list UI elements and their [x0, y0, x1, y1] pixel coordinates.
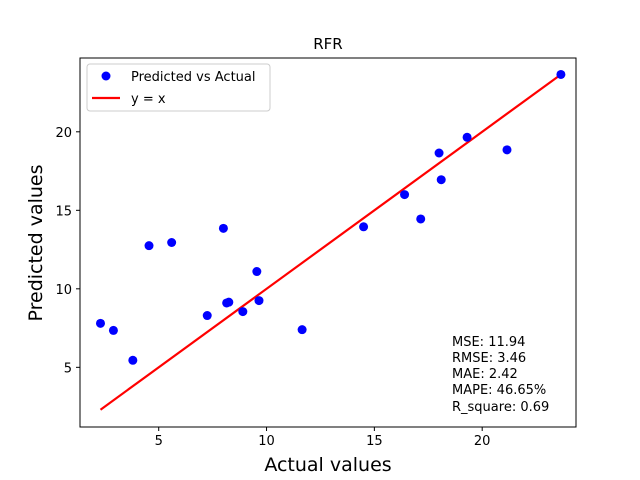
x-tick-label: 10: [258, 434, 275, 449]
data-point: [436, 175, 446, 185]
x-tick-label: 5: [155, 434, 163, 449]
data-point: [400, 190, 410, 200]
data-points-layer: [95, 69, 566, 365]
chart-title: RFR: [313, 35, 342, 53]
metric-mae: MAE: 2.42: [452, 367, 518, 382]
x-axis-label: Actual values: [264, 454, 391, 476]
metric-rmse: RMSE: 3.46: [452, 351, 526, 366]
y-tick-label: 20: [55, 126, 72, 141]
data-point: [254, 296, 264, 306]
data-point: [202, 311, 212, 321]
data-point: [224, 297, 234, 307]
legend-frame: [86, 63, 271, 112]
data-point: [434, 148, 444, 158]
x-tick-label: 20: [474, 434, 491, 449]
legend-label-points: Predicted vs Actual: [131, 70, 255, 85]
legend-marker-points: [101, 71, 111, 81]
data-point: [502, 145, 512, 155]
data-point: [95, 318, 105, 328]
data-point: [108, 325, 118, 335]
data-point: [167, 238, 177, 247]
data-point: [252, 267, 262, 277]
y-axis-ticks: 5 10 15 20: [55, 126, 80, 376]
data-point: [238, 307, 248, 317]
y-axis-label: Predicted values: [25, 164, 47, 321]
y-tick-label: 10: [55, 283, 72, 298]
data-point: [556, 69, 566, 79]
reference-line-layer: [99, 73, 562, 411]
data-point: [128, 355, 138, 365]
data-point: [359, 222, 369, 232]
metric-mape: MAPE: 46.65%: [452, 383, 546, 398]
legend: Predicted vs Actual y = x: [86, 63, 271, 112]
metric-r-square: R_square: 0.69: [452, 400, 549, 415]
x-axis-ticks: 5 10 15 20: [155, 427, 491, 449]
data-point: [462, 132, 472, 142]
legend-label-line: y = x: [131, 92, 166, 107]
y-tick-label: 5: [64, 361, 72, 376]
data-point: [144, 241, 154, 251]
y-equals-x-line: [99, 73, 562, 411]
data-point: [416, 214, 426, 224]
data-point: [297, 325, 307, 335]
x-tick-label: 15: [366, 434, 383, 449]
metrics-annotation: MSE: 11.94 RMSE: 3.46 MAE: 2.42 MAPE: 46…: [452, 335, 549, 415]
data-point: [218, 223, 228, 233]
y-tick-label: 15: [55, 204, 72, 219]
metric-mse: MSE: 11.94: [452, 335, 525, 350]
plot-area-frame: [79, 57, 577, 428]
